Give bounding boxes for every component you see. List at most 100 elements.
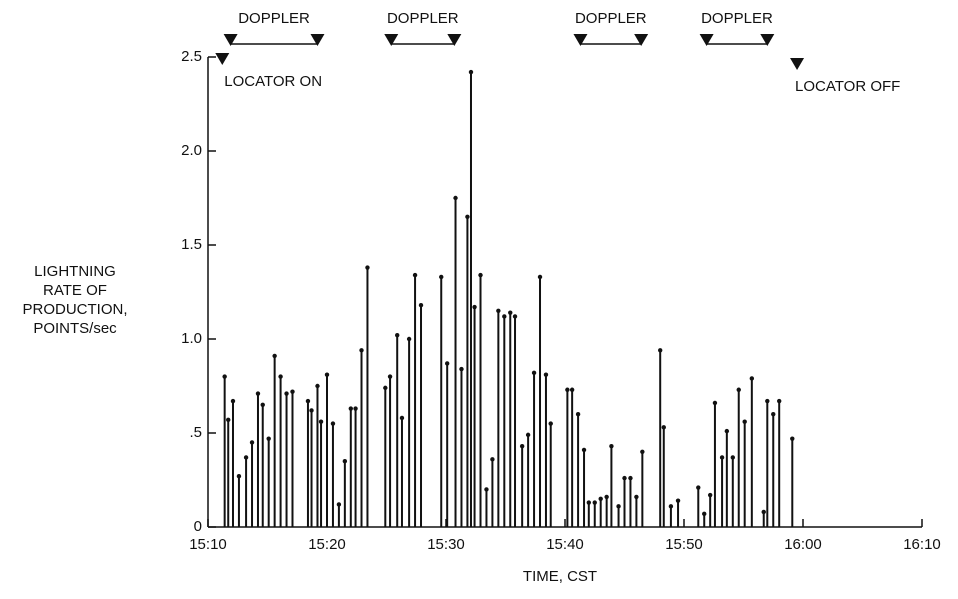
x-tick-label: 16:10 (903, 536, 941, 553)
stem-head (309, 408, 314, 413)
stem-head (383, 385, 388, 391)
doppler-start (384, 34, 399, 46)
stem-head (353, 406, 358, 411)
stem-head (255, 391, 261, 396)
stem-head (459, 366, 464, 372)
stem-head (581, 447, 587, 453)
locator-off-marker (790, 58, 805, 70)
stem-head (478, 272, 483, 278)
stem-head (266, 436, 271, 441)
stem-head (661, 425, 666, 430)
stem-head (465, 214, 470, 219)
doppler-end (447, 34, 462, 46)
stem-head (616, 504, 621, 509)
stem-head (496, 308, 501, 313)
stem-head (284, 391, 289, 396)
stem-head (777, 398, 782, 404)
stem-head (719, 455, 725, 460)
stem-head (592, 500, 597, 505)
stem-head (565, 387, 570, 392)
locator-on-marker (215, 53, 230, 65)
stem-head (790, 436, 795, 441)
stem-head (724, 428, 730, 434)
stem-head (305, 398, 311, 404)
stem-head (222, 374, 227, 379)
x-axis-label: TIME, CST (523, 568, 597, 585)
doppler-label: DOPPLER (387, 10, 459, 27)
stem-head (484, 487, 489, 492)
stem-head (395, 333, 400, 338)
stem-head (324, 372, 330, 377)
stem-head (406, 336, 412, 342)
stem-head (525, 432, 531, 438)
locator-on-label: LOCATOR ON (224, 73, 322, 90)
stem-head (761, 509, 766, 515)
stem-head (586, 500, 591, 505)
stem-head (444, 361, 450, 366)
stem-head (543, 372, 549, 377)
stem-head (365, 265, 370, 270)
stem-head (318, 419, 324, 424)
y-axis-label: POINTS/sec (33, 320, 117, 337)
stem-head (418, 302, 424, 308)
stem-head (668, 504, 674, 509)
y-tick-label: 0 (194, 518, 202, 535)
stem-head (658, 348, 663, 353)
stem-head (771, 412, 776, 417)
stem-head (730, 455, 735, 460)
y-axis-label: LIGHTNING (34, 263, 116, 280)
stem-head (640, 449, 645, 454)
stem-head (387, 374, 393, 379)
stem-head (707, 492, 713, 498)
stem-head (765, 398, 770, 404)
stem-head (502, 314, 507, 319)
stem-head (236, 474, 242, 479)
stem-head (336, 502, 342, 507)
stem-head (634, 494, 639, 500)
stem-head (512, 314, 518, 319)
stem-head (508, 310, 513, 315)
stem-head (468, 69, 474, 75)
stem-head (575, 412, 581, 417)
stem-head (260, 402, 265, 407)
stem-head (628, 475, 633, 481)
stem-head (490, 457, 495, 462)
x-tick-label: 15:10 (189, 536, 227, 553)
stem-head (569, 387, 575, 392)
doppler-end (310, 34, 325, 46)
stem-head (598, 496, 603, 501)
doppler-start (699, 34, 714, 46)
stem-head (230, 398, 236, 404)
y-axis-label: PRODUCTION, (23, 301, 128, 318)
stem-head (226, 417, 231, 423)
stem-head (278, 374, 283, 379)
stem-head (702, 511, 707, 517)
stem-head (609, 443, 614, 449)
stem-head (531, 370, 537, 376)
stem-head (330, 421, 336, 426)
y-tick-label: .5 (189, 424, 202, 441)
stem-head (537, 274, 543, 280)
locator-off-label: LOCATOR OFF (795, 78, 900, 95)
stem-head (604, 494, 609, 500)
x-tick-label: 15:40 (546, 536, 584, 553)
doppler-start (573, 34, 588, 46)
stem-head (742, 419, 747, 424)
y-tick-label: 2.5 (181, 48, 202, 65)
stem-head (439, 274, 444, 280)
stem-head (315, 383, 320, 389)
doppler-label: DOPPLER (701, 10, 773, 27)
x-tick-label: 16:00 (784, 536, 822, 553)
stem-head (453, 195, 458, 201)
stem-head (249, 440, 255, 445)
stem-head (399, 415, 405, 421)
doppler-end (760, 34, 775, 46)
x-tick-label: 15:30 (427, 536, 465, 553)
y-tick-label: 1.5 (181, 236, 202, 253)
x-tick-label: 15:50 (665, 536, 703, 553)
stem-head (472, 304, 477, 310)
stem-head (243, 455, 249, 460)
doppler-label: DOPPLER (238, 10, 310, 27)
stem-head (736, 387, 741, 392)
stem-head (359, 348, 364, 353)
